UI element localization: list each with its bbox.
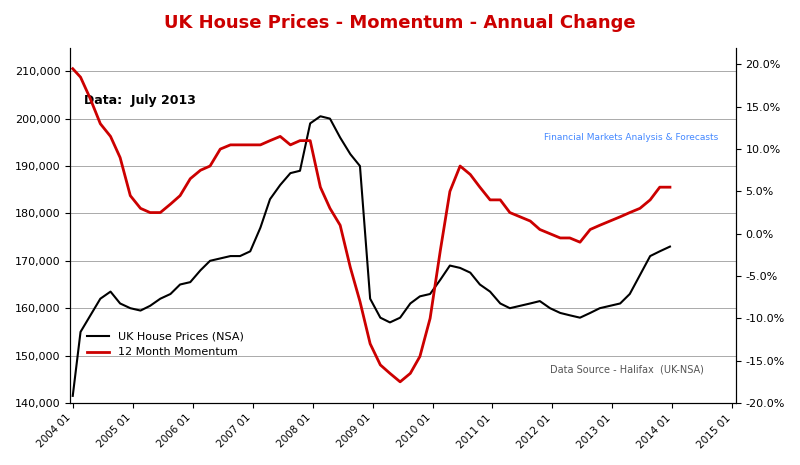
Text: Data Source - Halifax  (UK-NSA): Data Source - Halifax (UK-NSA) xyxy=(550,365,703,374)
Text: UK House Prices - Momentum - Annual Change: UK House Prices - Momentum - Annual Chan… xyxy=(164,14,636,32)
Text: Data:  July 2013: Data: July 2013 xyxy=(84,94,195,107)
Legend: UK House Prices (NSA), 12 Month Momentum: UK House Prices (NSA), 12 Month Momentum xyxy=(82,327,249,362)
Text: Financial Markets Analysis & Forecasts: Financial Markets Analysis & Forecasts xyxy=(544,133,718,142)
Text: MarketOracle.co.uk: MarketOracle.co.uk xyxy=(554,89,708,103)
